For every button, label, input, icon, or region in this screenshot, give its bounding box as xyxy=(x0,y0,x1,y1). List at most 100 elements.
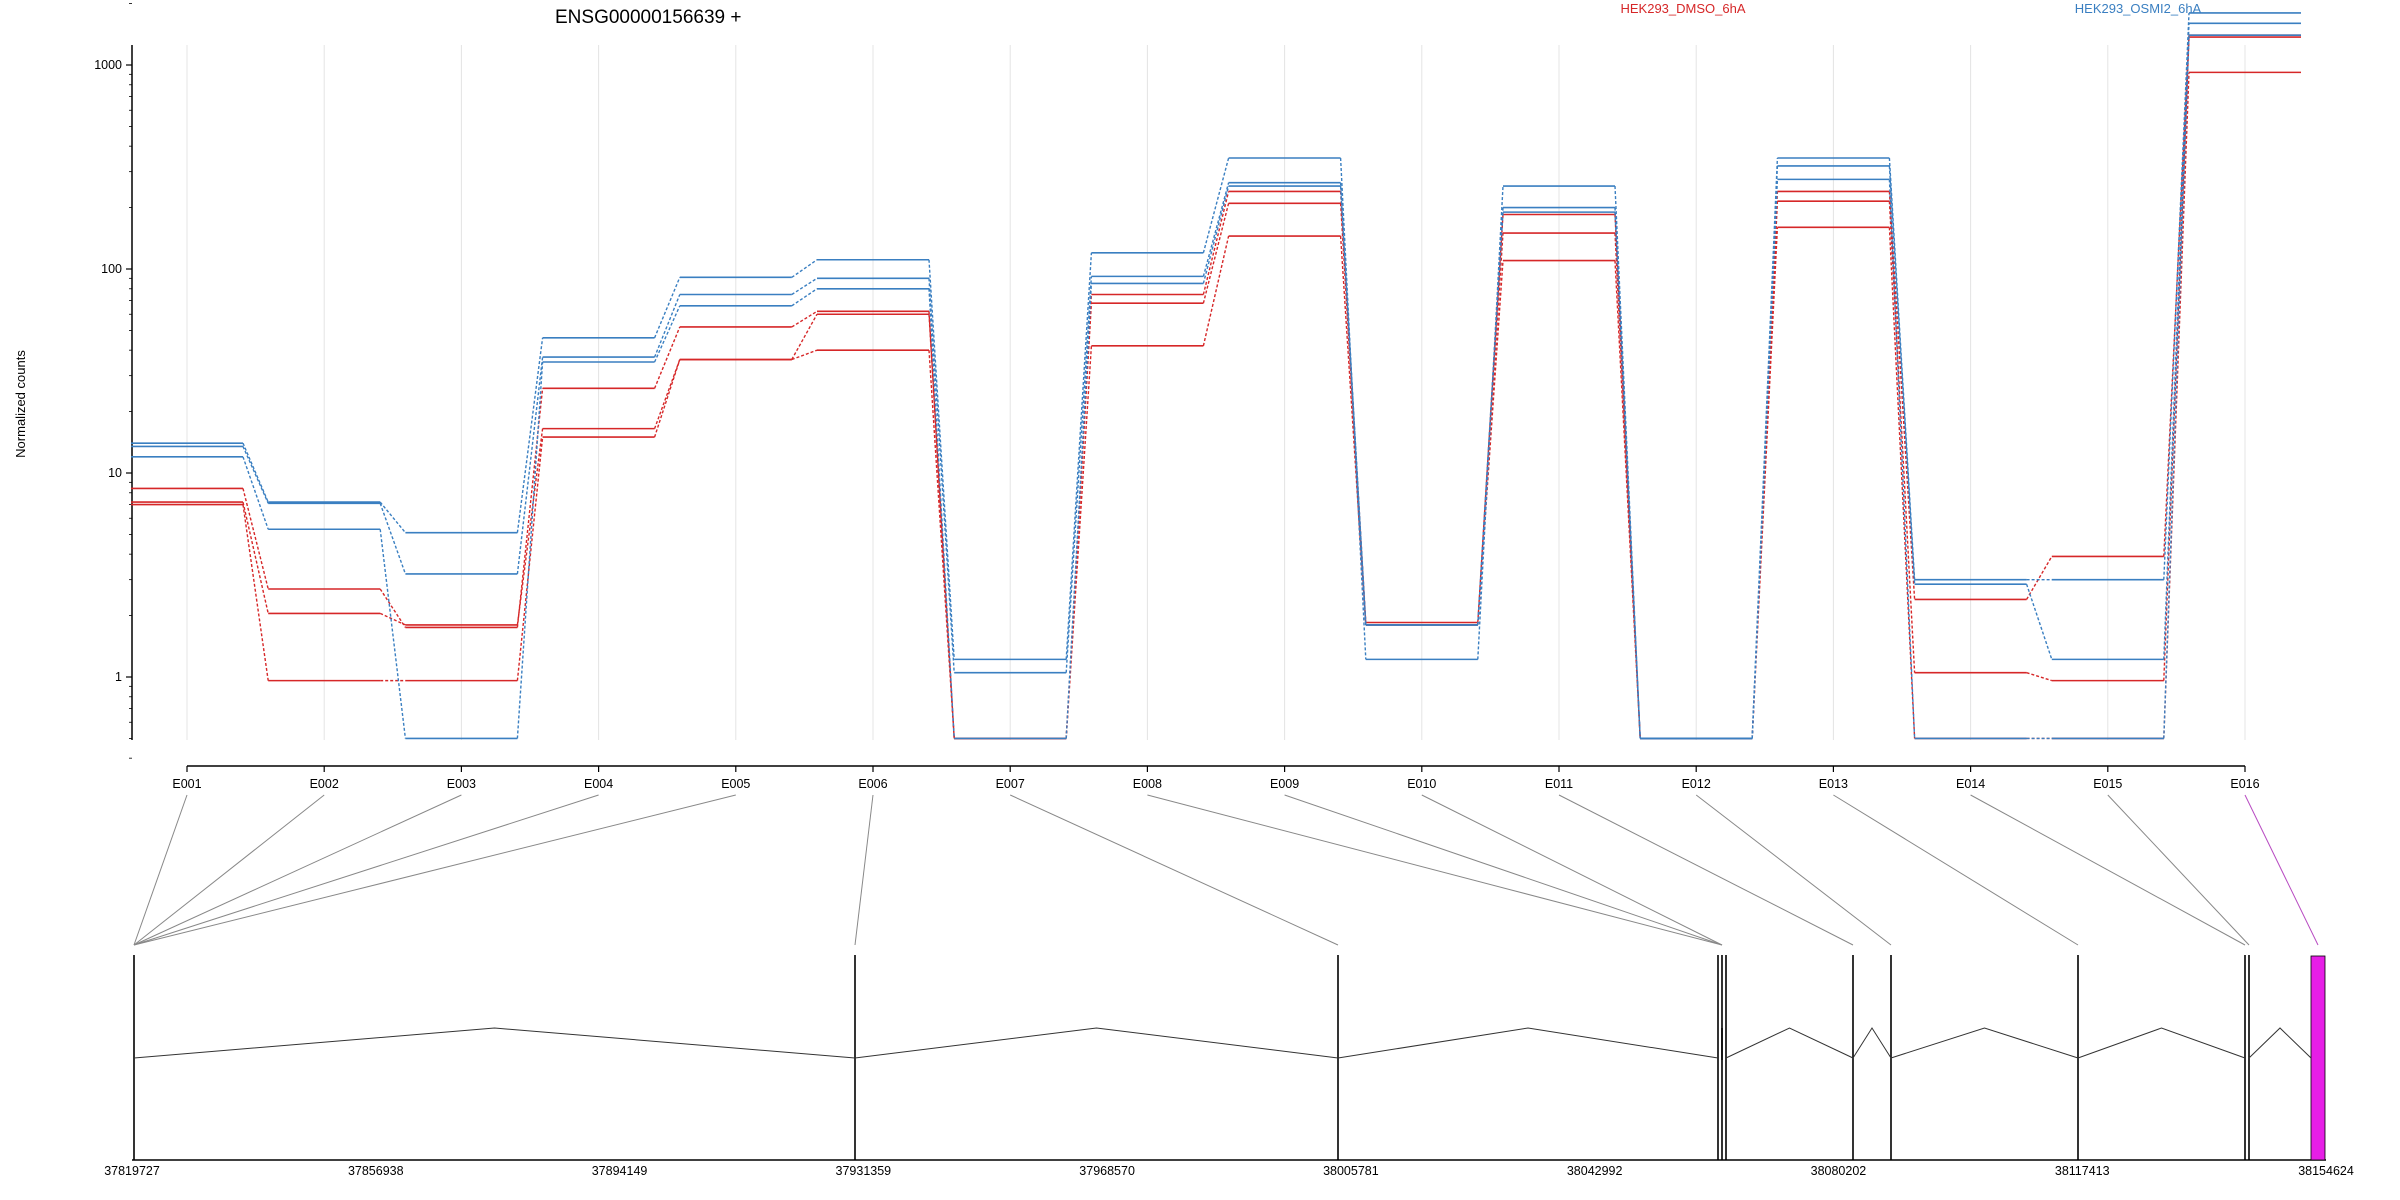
legend-item-dmso: HEK293_DMSO_6hA xyxy=(1620,1,1745,16)
highlighted-exon xyxy=(2310,955,2326,1161)
y-tick-label: 1000 xyxy=(94,58,122,72)
x-tick-label-e003: E003 xyxy=(447,777,476,791)
data-link xyxy=(653,277,681,339)
data-link xyxy=(1202,182,1230,277)
data-link xyxy=(516,337,544,533)
data-link xyxy=(1339,182,1367,625)
data-link xyxy=(242,504,269,681)
exon-connector xyxy=(2107,794,2250,946)
data-link xyxy=(1751,179,1779,739)
exon-connector xyxy=(1970,794,2246,946)
series-line xyxy=(131,71,2301,740)
exon-connector xyxy=(1009,794,1339,946)
exon-connector xyxy=(1147,794,1723,946)
intron-line xyxy=(1337,1027,1719,1059)
x-tick-label-e012: E012 xyxy=(1682,777,1711,791)
exon-connector xyxy=(854,794,874,946)
y-tick-label: 100 xyxy=(101,262,122,276)
data-link xyxy=(2025,556,2053,600)
data-link xyxy=(1888,179,1916,739)
data-link xyxy=(1202,191,1230,295)
data-link xyxy=(1339,186,1367,625)
data-link xyxy=(2163,35,2190,739)
series-line xyxy=(131,34,2301,740)
exon-connector xyxy=(133,794,325,946)
genomic-tick-label: 38080202 xyxy=(1811,1164,1867,1178)
exon-connector xyxy=(133,794,736,946)
series-line xyxy=(131,22,2301,740)
series-line xyxy=(131,12,2301,740)
data-link xyxy=(928,288,955,739)
x-tick-label-e011: E011 xyxy=(1545,777,1573,791)
data-link xyxy=(2163,12,2190,580)
exon-connector xyxy=(133,794,188,946)
data-link xyxy=(1065,345,1093,739)
x-tick-label-e013: E013 xyxy=(1819,777,1848,791)
series-line xyxy=(131,34,2301,740)
x-tick-label-e014: E014 xyxy=(1956,777,1985,791)
data-link xyxy=(379,612,406,626)
data-link xyxy=(242,442,269,503)
data-link xyxy=(2163,23,2190,660)
expression-series xyxy=(131,12,2301,740)
data-link xyxy=(516,428,544,626)
x-tick-label-e002: E002 xyxy=(310,777,339,791)
data-link xyxy=(1065,252,1093,660)
genomic-tick-label: 37931359 xyxy=(836,1164,892,1178)
data-link xyxy=(379,529,407,739)
data-link xyxy=(242,456,269,530)
data-link xyxy=(379,503,407,575)
genomic-tick-label: 37856938 xyxy=(348,1164,404,1178)
data-link xyxy=(653,294,681,358)
data-link xyxy=(2163,72,2190,739)
data-link xyxy=(653,359,681,438)
legend-item-osmi2: HEK293_OSMI2_6hA xyxy=(2075,1,2202,16)
x-tick-label-e001: E001 xyxy=(172,777,201,791)
data-link xyxy=(1202,235,1230,347)
data-link xyxy=(379,588,406,628)
data-link xyxy=(791,288,818,307)
data-link xyxy=(1202,185,1230,284)
data-link xyxy=(242,501,269,614)
data-link xyxy=(791,349,818,361)
exon-connector xyxy=(1833,794,2079,946)
x-tick-label-e015: E015 xyxy=(2093,777,2122,791)
exon-connector xyxy=(2244,794,2319,946)
exon-connector xyxy=(1558,794,1854,946)
x-tick-label-e006: E006 xyxy=(858,777,887,791)
x-tick-label-e008: E008 xyxy=(1133,777,1162,791)
data-link xyxy=(791,310,818,328)
intron-line xyxy=(2077,1027,2246,1059)
data-link xyxy=(1614,212,1641,739)
exon-connector xyxy=(1284,794,1723,946)
y-tick-label: 10 xyxy=(108,466,122,480)
data-link xyxy=(791,313,818,360)
exon-connectors xyxy=(133,794,2319,946)
intron-line xyxy=(1890,1027,2079,1059)
data-link xyxy=(928,278,955,673)
x-tick-label-e005: E005 xyxy=(721,777,750,791)
exon-connector xyxy=(133,794,462,946)
intron-line xyxy=(1725,1027,1854,1059)
data-link xyxy=(1477,214,1504,623)
data-link xyxy=(653,359,681,429)
genomic-tick-label: 38117413 xyxy=(2055,1164,2110,1178)
data-link xyxy=(1202,203,1230,304)
vertical-gridlines xyxy=(186,45,2246,740)
genomic-tick-label: 38005781 xyxy=(1323,1164,1379,1178)
data-link xyxy=(1888,191,1916,600)
exon-connector xyxy=(1695,794,1892,946)
data-link xyxy=(1888,201,1916,673)
data-link xyxy=(1202,157,1230,254)
intron-line xyxy=(854,1027,1339,1059)
data-link xyxy=(1065,276,1093,673)
data-link xyxy=(516,357,544,575)
data-link xyxy=(1888,227,1916,739)
data-link xyxy=(653,326,681,389)
gene-model: 37819727 37856938 37894149 37931359 37968570… xyxy=(104,955,2354,1178)
x-tick-label-e009: E009 xyxy=(1270,777,1299,791)
data-link xyxy=(516,361,544,739)
exon-connector xyxy=(133,794,599,946)
y-axis-label: Normalized counts xyxy=(13,350,28,458)
